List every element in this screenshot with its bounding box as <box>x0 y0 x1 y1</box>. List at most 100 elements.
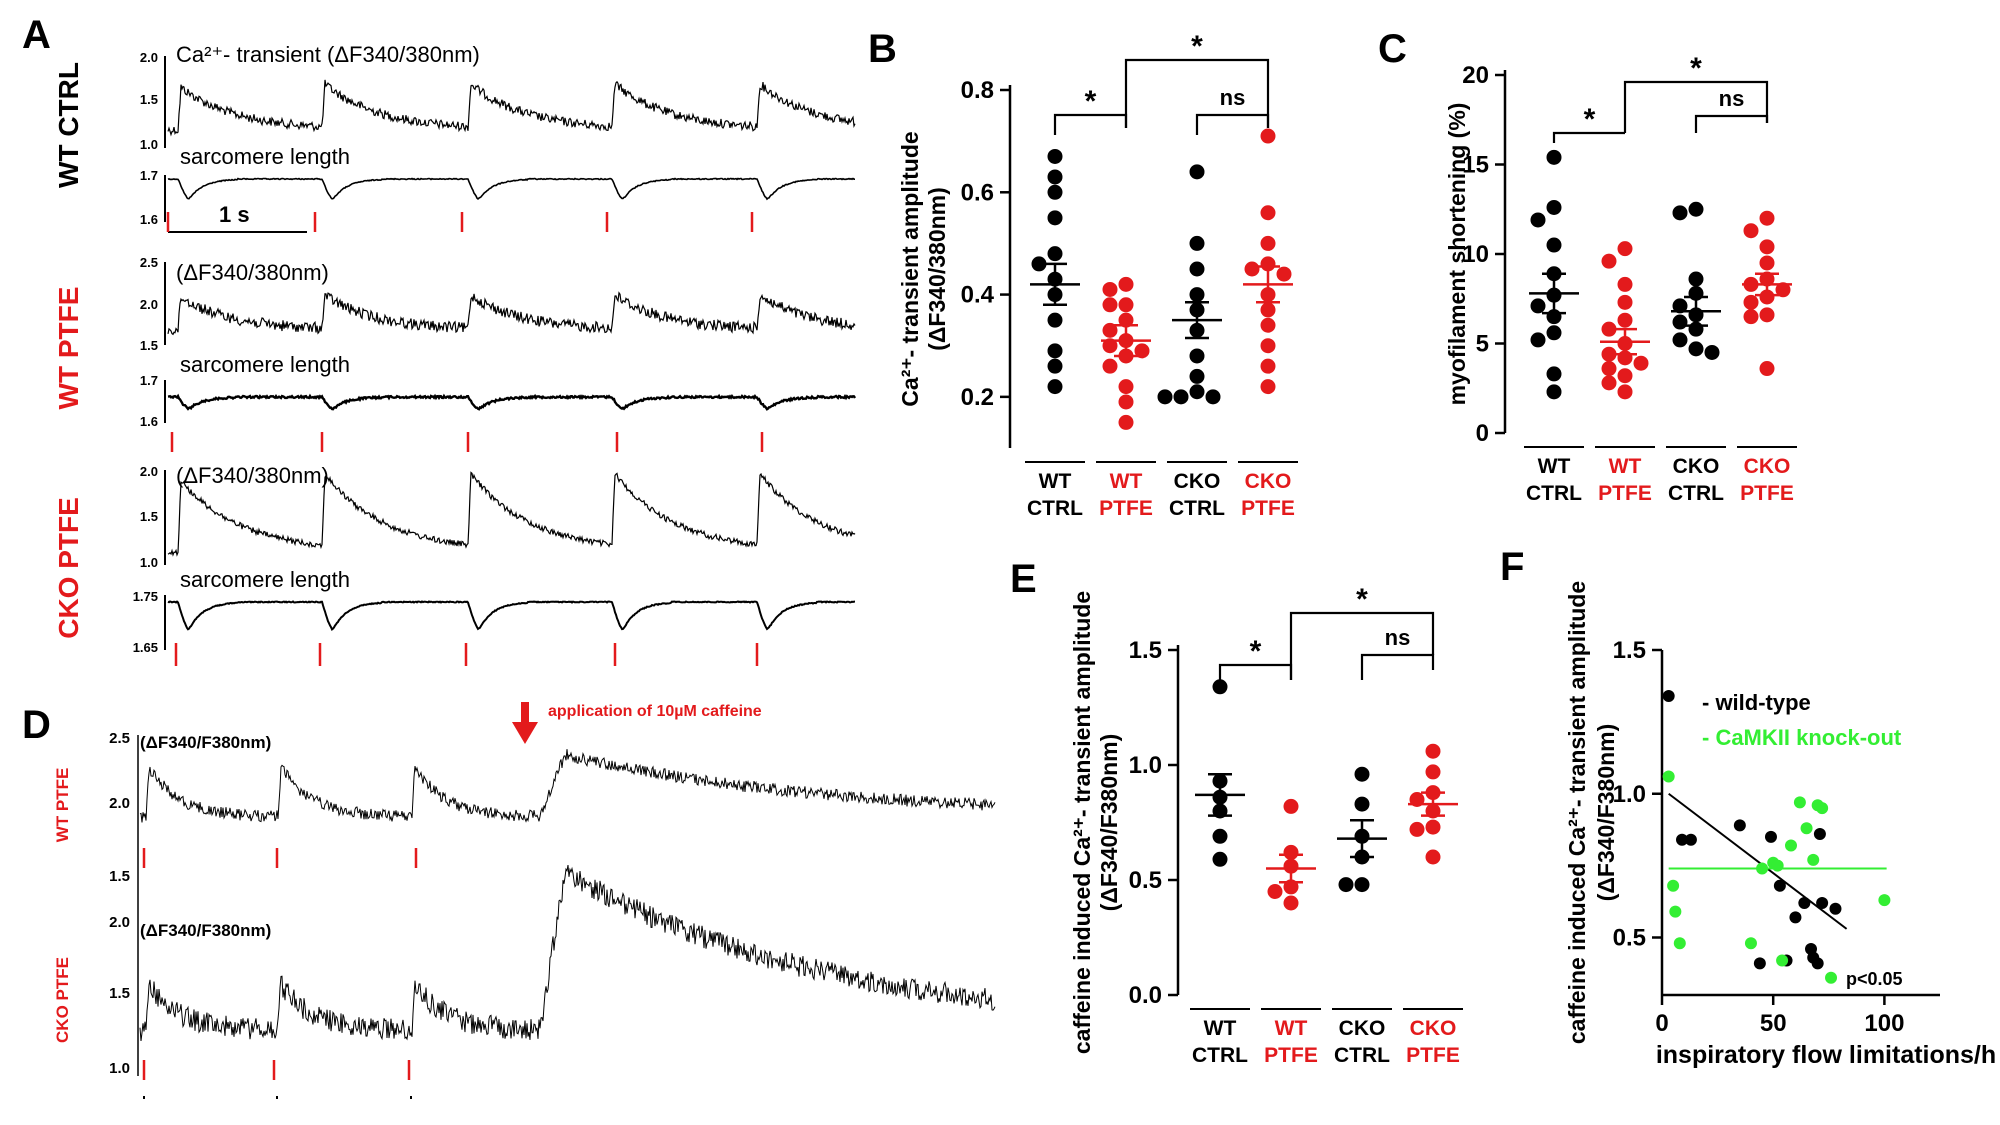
data-point <box>1102 338 1118 354</box>
data-point <box>1047 169 1063 185</box>
y-tick-label: 1.0 <box>1613 781 1646 808</box>
panel-f: F 0.5 1.0 1.5 0 50 100 inspiratory flow limita… <box>1500 545 1996 1069</box>
data-point <box>1601 375 1617 391</box>
data-point <box>1409 821 1425 837</box>
data-point <box>1102 281 1118 297</box>
y-tick-label: 0.5 <box>1613 925 1646 952</box>
category-label: WT <box>1609 455 1642 478</box>
data-point <box>1546 325 1562 341</box>
panel-label-c: C <box>1378 27 1407 71</box>
data-point <box>1546 199 1562 215</box>
data-point <box>1047 148 1063 164</box>
data-point-wild-type <box>1811 957 1824 970</box>
data-point <box>1047 184 1063 200</box>
ca-tick: 1.5 <box>140 92 158 107</box>
ca-tick: 1.0 <box>140 137 158 152</box>
data-point <box>1260 205 1276 221</box>
data-point-wild-type <box>1676 833 1689 846</box>
caffeine-arrow-shaft <box>521 702 529 724</box>
sl-tick: 1.7 <box>140 373 158 388</box>
data-point-wild-type <box>1816 897 1829 909</box>
significance-bracket <box>1623 80 1769 133</box>
dot-plot-e: 0.0 0.5 1.0 1.5 caffeine induced Ca²⁺- trans… <box>1069 583 1463 1067</box>
category-label: WT <box>1538 455 1571 478</box>
category-label: WT <box>1275 1017 1308 1040</box>
data-point <box>1425 743 1441 759</box>
x-tick-label: 50 <box>1760 1010 1787 1037</box>
category-label: PTFE <box>1740 482 1794 505</box>
ca-tick: 1.5 <box>140 338 158 353</box>
data-point-knockout <box>1662 770 1675 783</box>
data-point-knockout <box>1800 822 1813 835</box>
category-label: PTFE <box>1241 497 1295 520</box>
category-label: CTRL <box>1169 497 1225 520</box>
data-point <box>1759 239 1775 255</box>
x-tick-label: 100 <box>1864 1010 1904 1037</box>
d-tick: 2.0 <box>109 795 130 812</box>
data-point <box>1260 358 1276 374</box>
ca-tick: 1.5 <box>140 509 158 524</box>
data-point-wild-type <box>1813 828 1826 840</box>
data-point-wild-type <box>1773 879 1786 892</box>
y-tick-label: 10 <box>1462 241 1489 268</box>
data-point <box>1759 210 1775 226</box>
data-point <box>1047 246 1063 262</box>
significance-bracket <box>1289 611 1435 680</box>
data-point <box>1260 302 1276 318</box>
significance-bracket <box>1694 114 1769 133</box>
panel-b: B 0.2 0.4 0.6 0.8 Ca²⁺- transient amplitude(… <box>868 27 1298 520</box>
p-value-label: p<0.05 <box>1846 969 1903 989</box>
sl-tick: 1.65 <box>133 640 158 655</box>
significance-label: * <box>1191 30 1203 63</box>
data-point-knockout <box>1673 937 1686 950</box>
data-point <box>1283 798 1299 814</box>
caffeine-annotation: application of 10µM caffeine <box>548 703 762 720</box>
y-tick-label: 0.0 <box>1129 982 1162 1009</box>
category-label: WT <box>1039 470 1072 493</box>
category-label: PTFE <box>1264 1044 1318 1067</box>
data-point <box>1212 828 1228 844</box>
data-point <box>1260 379 1276 395</box>
data-point <box>1118 379 1134 395</box>
category-label: CTRL <box>1027 497 1083 520</box>
y-axis-label: caffeine induced Ca²⁺- transient amplitu… <box>1069 591 1095 1054</box>
category-label: CTRL <box>1192 1044 1248 1067</box>
data-point <box>1283 895 1299 911</box>
y-axis-label: (ΔF340/F380nm) <box>1593 724 1619 902</box>
data-point <box>1759 361 1775 377</box>
data-point <box>1617 276 1633 292</box>
scatter-plot-f: 0.5 1.0 1.5 0 50 100 inspiratory flow limitati… <box>1564 581 1996 1069</box>
ca-tick: 1.0 <box>140 555 158 570</box>
data-point <box>1425 819 1441 835</box>
data-point <box>1354 766 1370 782</box>
data-point <box>1260 317 1276 333</box>
y-tick-label: 0.6 <box>961 179 994 206</box>
data-point <box>1546 149 1562 165</box>
data-point-wild-type <box>1789 911 1802 924</box>
data-point <box>1354 877 1370 893</box>
panel-label-f: F <box>1500 545 1524 589</box>
condition-label-wt-ptfe: WT PTFE <box>53 768 72 843</box>
d-trace-title-1: (ΔF340/F380nm) <box>140 733 271 752</box>
data-point <box>1425 764 1441 780</box>
d-tick: 1.0 <box>109 1060 130 1077</box>
data-point-knockout <box>1807 853 1820 866</box>
condition-label-wt-ptfe: WT PTFE <box>53 287 84 410</box>
data-point <box>1530 332 1546 348</box>
category-label: CKO <box>1673 455 1720 478</box>
data-point <box>1102 297 1118 313</box>
d-tick: 2.0 <box>109 914 130 931</box>
ca-trace-title-2: (ΔF340/380nm) <box>176 260 329 285</box>
ca-tick: 2.0 <box>140 50 158 65</box>
calcium-transient-trace <box>167 291 856 336</box>
y-tick-label: 0.8 <box>961 77 994 104</box>
data-point <box>1775 282 1791 298</box>
panel-label-d: D <box>22 703 51 747</box>
time-scale-label: 1 s <box>219 202 250 227</box>
data-point-knockout <box>1784 839 1797 852</box>
significance-label: * <box>1690 52 1702 85</box>
data-point <box>1134 343 1150 359</box>
d-tick: 1.5 <box>109 985 130 1002</box>
category-label: CKO <box>1174 470 1221 493</box>
data-point <box>1759 289 1775 305</box>
